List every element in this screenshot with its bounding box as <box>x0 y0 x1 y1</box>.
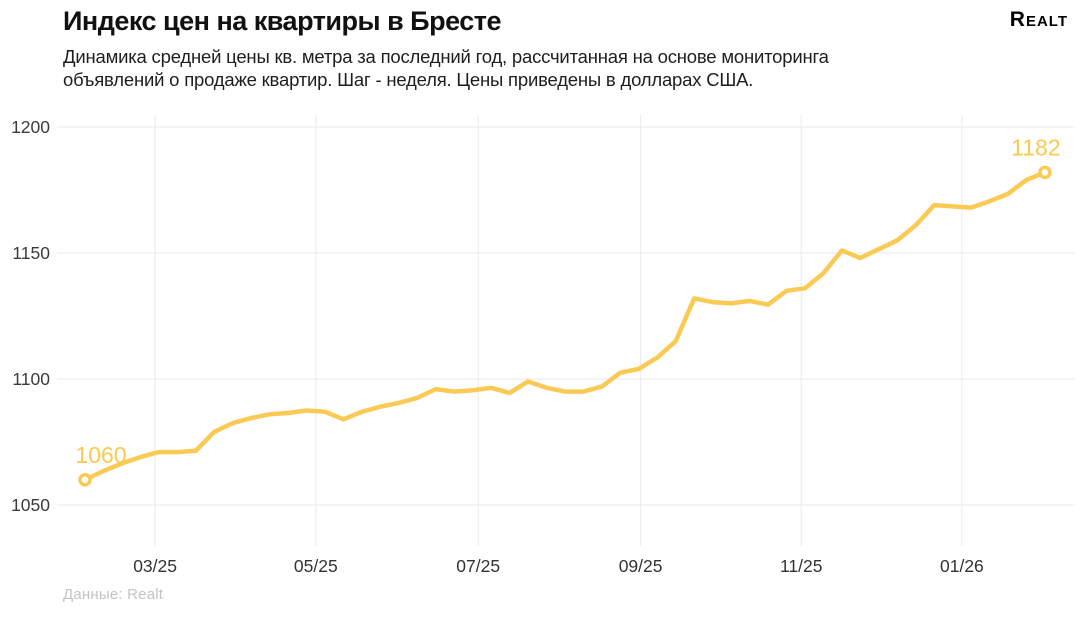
svg-text:07/25: 07/25 <box>456 556 500 576</box>
svg-text:05/25: 05/25 <box>294 556 338 576</box>
svg-text:09/25: 09/25 <box>619 556 663 576</box>
svg-text:1200: 1200 <box>11 117 50 137</box>
data-source: Данные: Realt <box>63 586 164 603</box>
svg-text:1060: 1060 <box>75 442 126 468</box>
svg-text:1100: 1100 <box>12 369 50 389</box>
svg-text:1050: 1050 <box>11 495 50 515</box>
svg-text:1150: 1150 <box>12 243 50 263</box>
page-title: Индекс цен на квартиры в Бресте <box>63 6 502 36</box>
svg-text:01/26: 01/26 <box>940 556 984 576</box>
realt-logo: Realt <box>1009 8 1068 31</box>
svg-text:03/25: 03/25 <box>133 556 177 576</box>
svg-text:11/25: 11/25 <box>780 556 823 576</box>
chart-subtitle: Динамика средней цены кв. метра за после… <box>63 46 829 90</box>
svg-text:1182: 1182 <box>1011 134 1060 160</box>
